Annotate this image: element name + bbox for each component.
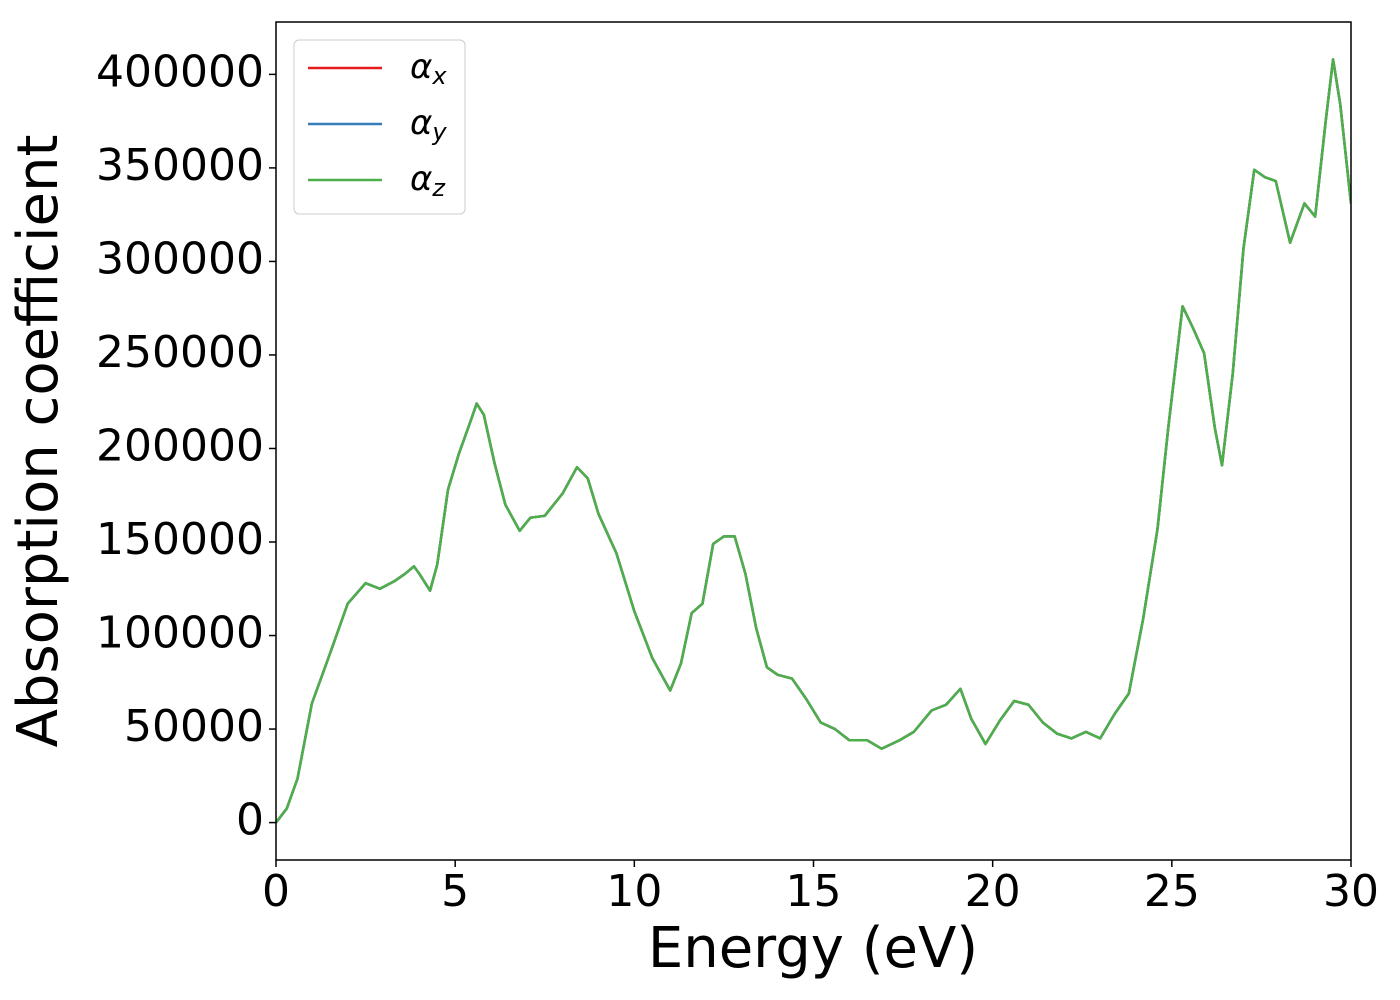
legend-label: αy [410,103,447,147]
y-tick-label: 300000 [96,233,264,284]
y-axis-label: Absorption coefficient [6,135,71,748]
y-tick-label: 250000 [96,327,264,378]
x-tick-label: 25 [1144,866,1200,917]
legend-label: αx [410,47,447,91]
y-tick-label: 100000 [96,608,264,659]
x-tick-label: 10 [606,866,662,917]
legend-label: αz [410,159,446,203]
x-tick-label: 15 [786,866,842,917]
plot-frame [275,21,1352,861]
y-tick-label: 150000 [96,514,264,565]
legend-box [293,39,466,215]
x-tick-label: 0 [262,866,290,917]
y-tick-label: 50000 [124,701,264,752]
x-tick-label: 20 [965,866,1021,917]
y-tick-label: 400000 [96,46,264,97]
x-axis-label: Energy (eV) [648,916,978,981]
y-tick-label: 200000 [96,420,264,471]
x-tick-label: 30 [1323,866,1379,917]
y-tick-label: 350000 [96,140,264,191]
series-line [276,58,1351,824]
y-tick-label: 0 [236,795,264,846]
x-tick-label: 5 [441,866,469,917]
